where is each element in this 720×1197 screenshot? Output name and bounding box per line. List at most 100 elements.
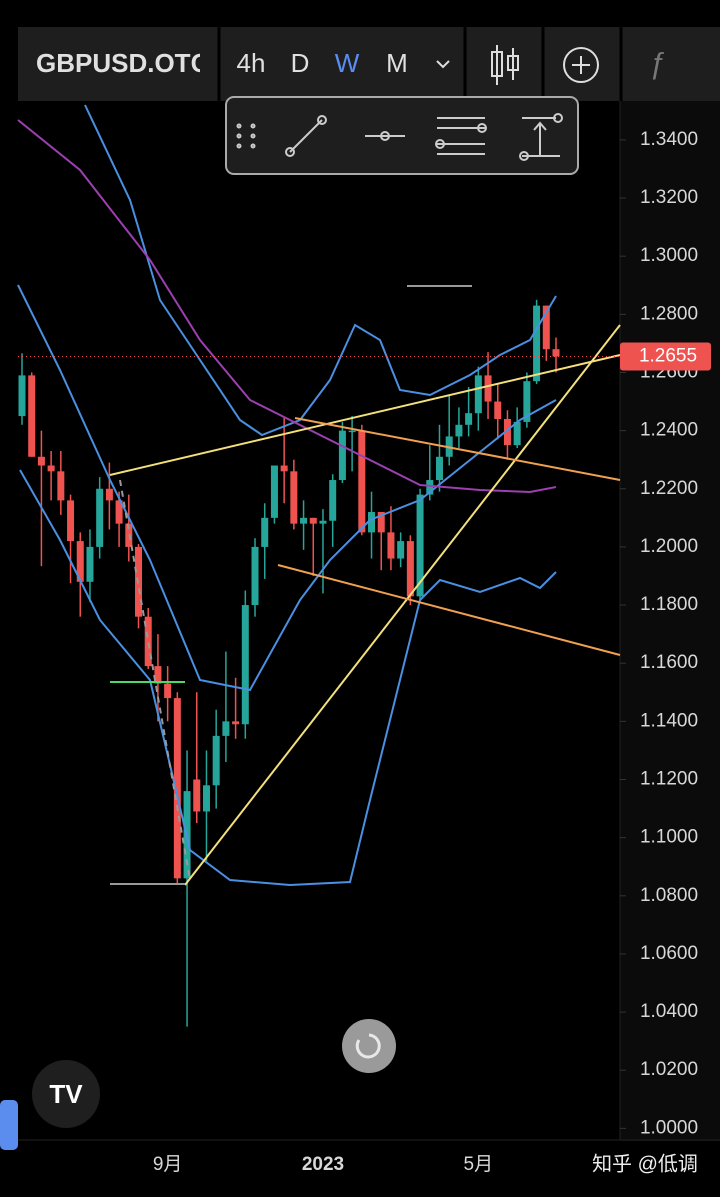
bollinger-middle [17, 284, 557, 692]
candle-body [523, 381, 531, 422]
candle-body [241, 605, 249, 725]
x-tick-label: 9月 [153, 1154, 183, 1175]
indicator-icon[interactable]: ƒ [649, 47, 666, 80]
reset-icon[interactable] [355, 1033, 381, 1059]
candle-body [144, 616, 152, 667]
candle-body [552, 349, 560, 357]
interval[interactable]: D [291, 48, 310, 78]
candle-body [76, 541, 84, 582]
y-tick-label: 1.2000 [640, 536, 698, 557]
x-tick-label: 2023 [302, 1154, 344, 1175]
drawing-tools[interactable] [236, 113, 563, 161]
candle-type-icon[interactable] [491, 45, 519, 85]
candle-body [290, 471, 298, 524]
y-tick-label: 1.0200 [640, 1059, 698, 1080]
last-price-badge [620, 342, 711, 371]
tv-logo [32, 1060, 100, 1128]
moving-average [17, 119, 557, 494]
dropdown-icon[interactable] [436, 60, 450, 69]
candle-body [232, 721, 240, 725]
y-tick-label: 1.3400 [640, 129, 698, 150]
side-tab[interactable] [0, 1100, 18, 1150]
candle-body [47, 465, 55, 472]
indicators [17, 104, 621, 887]
y-tick-label: 1.0600 [640, 943, 698, 964]
top-toolbar [620, 27, 720, 101]
watermark: 知乎 @低调 [592, 1152, 698, 1175]
trend-line [184, 324, 621, 886]
candle-body [57, 471, 65, 501]
y-tick-label: 1.1800 [640, 594, 698, 615]
candle-body [222, 721, 230, 736]
y-tick-label: 1.3200 [640, 187, 698, 208]
interval-active[interactable]: W [335, 48, 360, 78]
candle-body [261, 517, 269, 547]
candle-body [387, 532, 395, 559]
last-price-label: 1.2655 [639, 345, 697, 366]
symbol-clip: GBPUSD.OTC [36, 48, 210, 78]
y-tick-label: 1.1200 [640, 769, 698, 790]
candle-body [416, 494, 424, 597]
y-tick-label: 1.0400 [640, 1001, 698, 1022]
candle-body [173, 698, 181, 879]
symbol[interactable]: GBPUSD.OTC [36, 48, 210, 78]
candle-body [542, 305, 550, 350]
y-tick-label: 1.3000 [640, 245, 698, 266]
tv-logo-text: TV [49, 1079, 83, 1109]
top-toolbar [18, 27, 620, 101]
y-tick-label: 1.2200 [640, 478, 698, 499]
candle-body [358, 430, 366, 533]
candle-body [397, 541, 405, 559]
candle-body [300, 517, 308, 524]
candle-body [154, 666, 162, 684]
trend-line [109, 354, 621, 476]
candle-body [202, 785, 210, 812]
candle-body [270, 465, 278, 518]
add-icon[interactable] [563, 47, 599, 83]
candle-body [309, 517, 317, 524]
dashed-line [119, 479, 191, 881]
price-axis-panel [620, 101, 720, 1141]
candle-body [348, 430, 356, 433]
plot [18, 299, 560, 1027]
candle-body [280, 465, 288, 472]
x-tick-label: 5月 [464, 1154, 494, 1175]
candle-body [96, 488, 104, 547]
candle-body [533, 305, 541, 382]
candle-body [37, 456, 45, 466]
candle-body [455, 424, 463, 437]
interval[interactable]: 4h [237, 48, 266, 78]
candle-body [329, 480, 337, 521]
candle-body [164, 683, 172, 699]
y-tick-label: 1.1600 [640, 652, 698, 673]
candle-body [503, 418, 511, 446]
y-tick-label: 1.2400 [640, 420, 698, 441]
candle-body [474, 375, 482, 414]
candle-body [484, 375, 492, 402]
bollinger-lower [19, 469, 557, 887]
interval[interactable]: M [386, 48, 408, 78]
candle-body [406, 541, 414, 597]
y-tick-label: 1.1000 [640, 827, 698, 848]
candle-body [319, 520, 327, 524]
candle-body [338, 430, 346, 481]
y-tick-label: 1.0000 [640, 1117, 698, 1138]
candle-body [67, 500, 75, 542]
candle-body [465, 413, 473, 425]
channel-line [277, 564, 621, 656]
reset-button[interactable] [342, 1019, 396, 1073]
candle-body [368, 512, 376, 533]
y-tick-label: 1.0800 [640, 885, 698, 906]
candle-body [435, 456, 443, 481]
candle-body [513, 421, 521, 446]
bollinger-upper [84, 104, 557, 437]
candle-body [426, 480, 434, 495]
candle-body [494, 401, 502, 419]
candle-body [251, 546, 259, 606]
candle-body [105, 488, 113, 501]
candle-body [18, 375, 26, 417]
candle-body [28, 375, 36, 457]
candle-body [377, 512, 385, 533]
